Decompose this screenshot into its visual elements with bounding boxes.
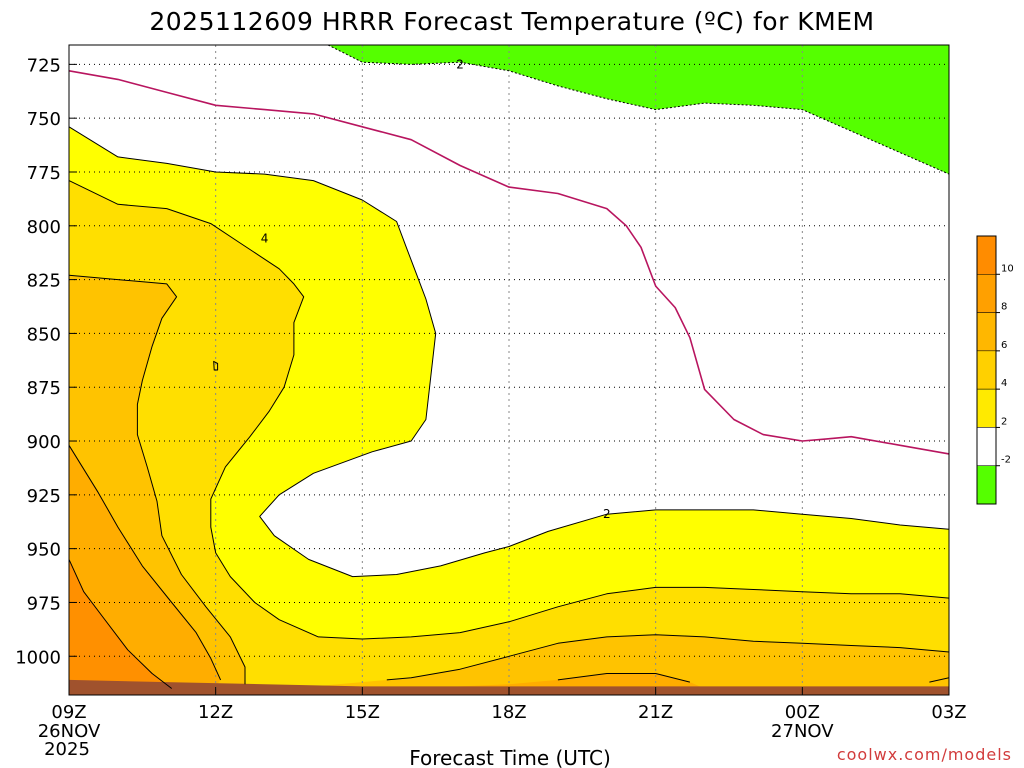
fill-above-2c (69, 126, 949, 696)
legend-label-4: 4 (1001, 378, 1007, 389)
legend-bin--4-to--2 (976, 465, 997, 505)
isotherm-8c-edge (929, 677, 950, 683)
fill-above-4c (69, 180, 949, 696)
y-tick-label-825: 825 (27, 271, 61, 292)
y-tick-label-950: 950 (27, 540, 61, 561)
legend-label-10: 10 (1001, 263, 1014, 274)
x-tick-label-12Z: 12Z (198, 702, 233, 723)
legend-bin-2-to-4 (976, 388, 997, 428)
y-tick-label-750: 750 (27, 109, 61, 130)
isotherm-8c-east (557, 673, 691, 683)
fill-cold-region (328, 45, 950, 175)
y-tick-label-875: 875 (27, 378, 61, 399)
color-legend: 10 8 6 4 2 -2 (976, 235, 1014, 505)
x-tick-year-09Z: 2025 (44, 739, 90, 760)
isotherm-4c-blob (213, 360, 219, 371)
contour-label-0: 2 (456, 57, 464, 71)
x-axis-title: Forecast Time (UTC) (409, 746, 611, 768)
legend-bin-8-to-10 (976, 274, 997, 313)
legend-bin--2-to-2 (976, 427, 997, 466)
y-tick-label-725: 725 (27, 55, 61, 76)
legend-label-6: 6 (1001, 340, 1007, 351)
x-tick-label-03Z: 03Z (931, 702, 966, 723)
legend-bin-6-to-8 (976, 312, 997, 352)
isotherm-4c (68, 180, 950, 640)
y-tick-label-975: 975 (27, 593, 61, 614)
legend-bin-10-to-12 (976, 235, 997, 275)
isotherm-6c (68, 274, 246, 685)
contour-labels: 2 4 2 (261, 57, 611, 521)
x-tick-date-00Z: 27NOV (771, 721, 834, 742)
y-tick-label-800: 800 (27, 217, 61, 238)
chart-title: 2025112609 HRRR Forecast Temperature (ºC… (149, 7, 874, 36)
isotherm-0c (68, 70, 950, 455)
y-tick-label-925: 925 (27, 486, 61, 507)
fill-above-8c-low (421, 673, 705, 689)
y-tick-label-900: 900 (27, 432, 61, 453)
contour-label-1: 4 (261, 232, 269, 246)
legend-bin-4-to-6 (976, 350, 997, 390)
isotherm-2c (68, 126, 950, 578)
y-tick-label-775: 775 (27, 163, 61, 184)
x-tick-label-21Z: 21Z (638, 702, 673, 723)
temperature-fills (69, 45, 950, 696)
isotherm-10c (68, 559, 173, 689)
x-tick-label-09Z: 09Z (51, 702, 86, 723)
x-tick-label-15Z: 15Z (345, 702, 380, 723)
y-axis-ticks: 725 750 775 800 825 850 875 900 925 950 975 1000 (15, 55, 77, 668)
legend-label-2: 2 (1001, 416, 1007, 427)
credit-text: coolwx.com/models (837, 745, 1012, 764)
isotherm-6c-east (386, 634, 950, 681)
y-tick-label-1000: 1000 (15, 647, 61, 668)
x-tick-label-00Z: 00Z (785, 702, 820, 723)
isotherm-2c-upper (327, 44, 950, 175)
y-tick-label-850: 850 (27, 324, 61, 345)
isotherm-lines (68, 44, 950, 689)
legend-frame (976, 235, 997, 505)
contour-label-2: 2 (603, 507, 611, 521)
x-tick-date-09Z: 26NOV (38, 721, 101, 742)
isotherm-8c (68, 445, 222, 681)
legend-label--2: -2 (1001, 455, 1011, 466)
fill-above-10c (69, 559, 172, 695)
x-tick-label-18Z: 18Z (491, 702, 526, 723)
legend-label-8: 8 (1001, 302, 1007, 313)
